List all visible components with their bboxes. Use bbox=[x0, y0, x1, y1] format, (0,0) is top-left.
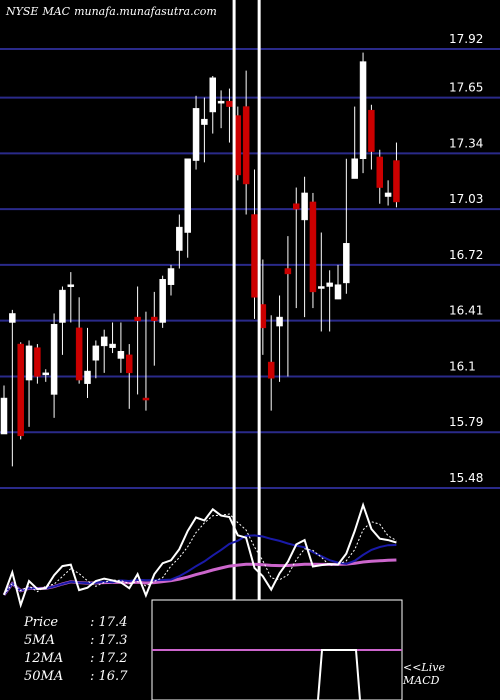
candle-up bbox=[25, 345, 33, 381]
candle-down bbox=[151, 316, 158, 321]
stat-label: 12MA bbox=[24, 651, 64, 666]
candle-up bbox=[92, 345, 100, 361]
candle-up bbox=[109, 343, 116, 348]
candle-up bbox=[84, 370, 91, 384]
candle-up bbox=[0, 397, 8, 435]
y-tick-label: 15.48 bbox=[449, 471, 483, 485]
candle-up bbox=[67, 284, 75, 287]
candle-down bbox=[284, 268, 292, 275]
live-macd-label: <<Live MACD bbox=[403, 661, 445, 687]
macd-signal-line bbox=[317, 649, 361, 700]
macd-text: MACD bbox=[403, 674, 440, 687]
candle-down bbox=[251, 214, 258, 298]
marker-lines bbox=[232, 0, 261, 700]
candle-down bbox=[393, 160, 400, 203]
candle-down bbox=[134, 316, 141, 321]
candle-up bbox=[184, 158, 191, 233]
stat-value: 17.3 bbox=[98, 633, 128, 648]
y-tick-label: 16.41 bbox=[449, 304, 483, 318]
candle-up bbox=[359, 61, 367, 159]
candle-down bbox=[368, 109, 375, 152]
y-tick-label: 16.1 bbox=[449, 359, 476, 373]
y-tick-label: 17.03 bbox=[449, 192, 483, 206]
candle-down bbox=[17, 343, 24, 437]
candle-up bbox=[318, 286, 325, 289]
price-line bbox=[3, 501, 397, 609]
candle-up bbox=[159, 279, 166, 323]
candle-down bbox=[126, 354, 133, 374]
candle-down bbox=[267, 361, 275, 379]
candle-down bbox=[309, 201, 317, 293]
stat-label: 5MA bbox=[24, 633, 55, 648]
price-grid bbox=[0, 48, 500, 489]
y-tick-label: 17.65 bbox=[449, 81, 483, 95]
candle-down bbox=[142, 397, 150, 401]
y-axis-labels: 17.92 17.65 17.34 17.03 16.72 16.41 16.1 15.79 1… bbox=[449, 32, 483, 485]
stat-row-50ma: 50MA: 16.7 bbox=[24, 669, 128, 684]
y-tick-label: 17.92 bbox=[449, 32, 483, 46]
candle-down bbox=[376, 156, 383, 188]
candle-up bbox=[100, 336, 108, 347]
candle-up bbox=[50, 324, 58, 395]
candle-up bbox=[217, 100, 225, 104]
y-tick-label: 15.79 bbox=[449, 415, 483, 429]
candles bbox=[0, 52, 400, 467]
candle-down bbox=[75, 327, 83, 381]
chart-header: NYSE MAC munafa.munafasutra.com bbox=[6, 5, 221, 18]
candle-up bbox=[9, 313, 16, 323]
candle-up bbox=[334, 284, 342, 300]
indicator-panel bbox=[2, 501, 403, 700]
candle-down bbox=[293, 203, 300, 210]
y-tick-label: 16.72 bbox=[449, 248, 483, 262]
candle-up bbox=[384, 192, 392, 197]
live-text: <<Live bbox=[403, 661, 445, 674]
candle-up bbox=[59, 289, 66, 323]
candle-up bbox=[343, 243, 350, 284]
candle-up bbox=[209, 77, 216, 113]
stat-row-price: Price: 17.4 bbox=[24, 615, 128, 630]
candle-up bbox=[301, 192, 308, 221]
stat-row-12ma: 12MA: 17.2 bbox=[24, 651, 128, 666]
site-label: munafa.munafasutra.com bbox=[74, 5, 217, 18]
candle-down bbox=[259, 304, 267, 329]
stat-label: Price bbox=[24, 615, 59, 630]
y-tick-label: 17.34 bbox=[449, 136, 483, 150]
candle-up bbox=[167, 268, 175, 285]
candle-up bbox=[326, 282, 333, 287]
stat-value: 17.4 bbox=[98, 615, 128, 630]
stat-row-5ma: 5MA: 17.3 bbox=[24, 633, 128, 648]
candle-up bbox=[276, 316, 283, 327]
stat-value: 17.2 bbox=[98, 651, 128, 666]
candle-down bbox=[242, 106, 250, 185]
stat-label: 50MA bbox=[24, 669, 64, 684]
candle-up bbox=[42, 372, 49, 376]
ma-mid-line bbox=[3, 534, 397, 596]
symbol-label: MAC bbox=[42, 5, 71, 18]
candle-up bbox=[351, 158, 358, 179]
candle-down bbox=[34, 347, 41, 377]
candle-down bbox=[226, 100, 233, 107]
candle-up bbox=[117, 351, 125, 359]
stat-value: 16.7 bbox=[98, 669, 128, 684]
stats-box: Price: 17.4 5MA: 17.3 12MA: 17.2 50MA: 1… bbox=[24, 614, 127, 686]
candle-up bbox=[192, 108, 200, 161]
candle-down bbox=[234, 115, 242, 176]
candle-up bbox=[201, 118, 208, 125]
candle-up bbox=[176, 226, 183, 251]
exchange-label: NYSE bbox=[6, 5, 39, 18]
